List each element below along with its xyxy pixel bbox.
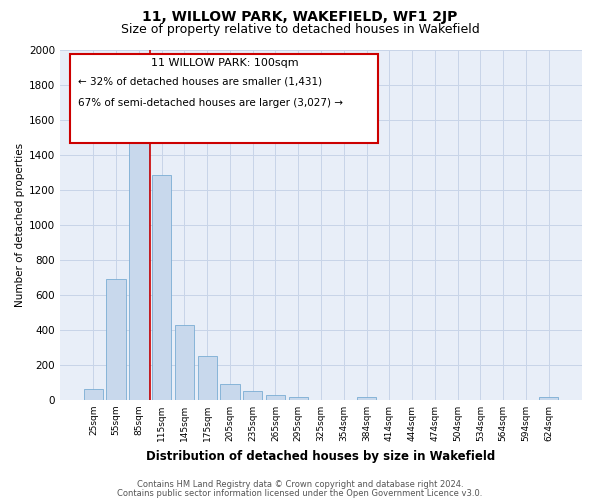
Bar: [152, 175, 172, 400]
Bar: [106, 279, 126, 400]
Bar: [175, 324, 194, 400]
Text: 11, WILLOW PARK, WAKEFIELD, WF1 2JP: 11, WILLOW PARK, WAKEFIELD, WF1 2JP: [142, 10, 458, 24]
Text: 11 WILLOW PARK: 100sqm: 11 WILLOW PARK: 100sqm: [151, 58, 298, 68]
Text: Size of property relative to detached houses in Wakefield: Size of property relative to detached ho…: [121, 22, 479, 36]
Bar: [197, 356, 217, 400]
Text: 67% of semi-detached houses are larger (3,027) →: 67% of semi-detached houses are larger (…: [78, 98, 343, 108]
Bar: [243, 391, 262, 400]
X-axis label: Distribution of detached houses by size in Wakefield: Distribution of detached houses by size …: [146, 450, 496, 462]
Text: Contains public sector information licensed under the Open Government Licence v3: Contains public sector information licen…: [118, 488, 482, 498]
Bar: [266, 395, 285, 400]
Text: Contains HM Land Registry data © Crown copyright and database right 2024.: Contains HM Land Registry data © Crown c…: [137, 480, 463, 489]
Bar: [129, 113, 149, 400]
Bar: [357, 398, 376, 400]
FancyBboxPatch shape: [70, 54, 379, 143]
Bar: [84, 388, 103, 400]
Y-axis label: Number of detached properties: Number of detached properties: [15, 143, 25, 307]
Text: ← 32% of detached houses are smaller (1,431): ← 32% of detached houses are smaller (1,…: [78, 77, 322, 87]
Bar: [220, 384, 239, 400]
Bar: [539, 398, 558, 400]
Bar: [289, 396, 308, 400]
